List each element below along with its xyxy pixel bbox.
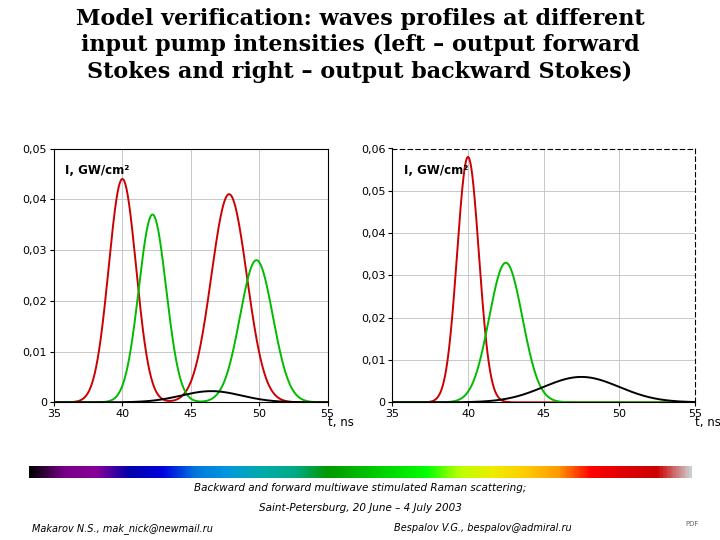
Text: t, ns: t, ns [328,416,354,429]
Text: Backward and forward multiwave stimulated Raman scattering;: Backward and forward multiwave stimulate… [194,483,526,494]
Text: I, GW/cm²: I, GW/cm² [65,164,130,177]
Text: Bespalov V.G., bespalov@admiral.ru: Bespalov V.G., bespalov@admiral.ru [394,523,571,533]
Text: I, GW/cm²: I, GW/cm² [405,164,469,177]
Text: PDF: PDF [685,521,698,526]
Text: Saint-Petersburg, 20 June – 4 July 2003: Saint-Petersburg, 20 June – 4 July 2003 [258,503,462,514]
Text: Makarov N.S., mak_nick@newmail.ru: Makarov N.S., mak_nick@newmail.ru [32,523,213,534]
Text: Model verification: waves profiles at different
input pump intensities (left – o: Model verification: waves profiles at di… [76,8,644,83]
Text: t, ns: t, ns [695,416,720,429]
